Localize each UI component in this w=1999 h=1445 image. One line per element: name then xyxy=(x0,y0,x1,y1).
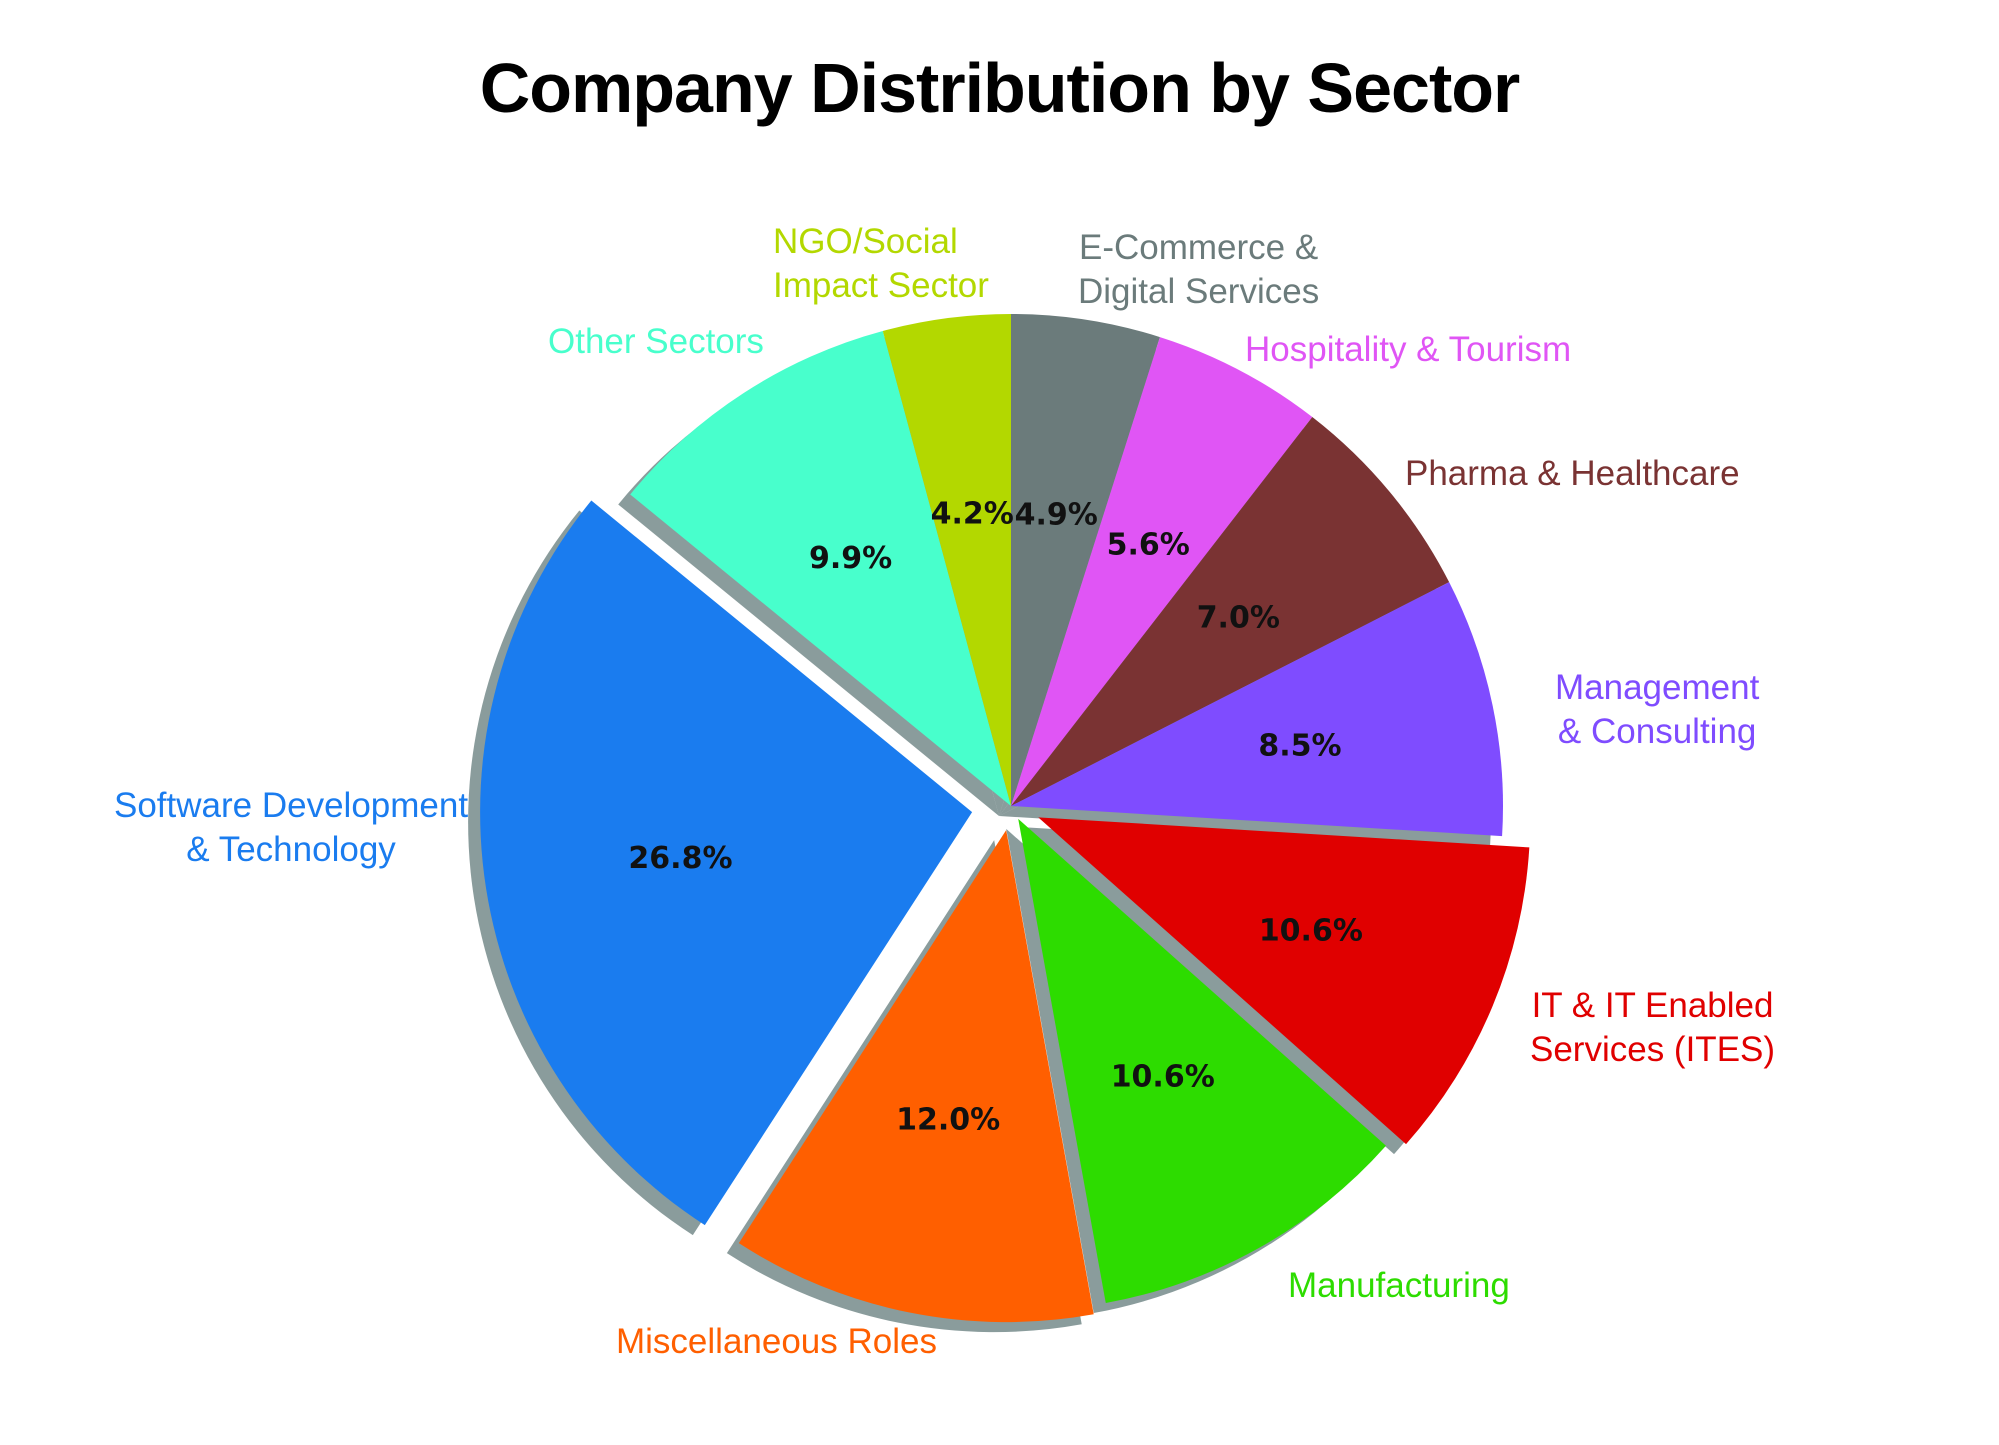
label-pharma: Pharma & Healthcare xyxy=(1405,454,1740,493)
percent-label: 10.6% xyxy=(1259,914,1363,949)
label-manufacturing: Manufacturing xyxy=(1288,1266,1510,1305)
pie-slice xyxy=(480,500,973,1226)
percent-label: 9.9% xyxy=(809,541,892,576)
label-ites: IT & IT Enabled Services (ITES) xyxy=(1530,986,1776,1069)
pie-slice xyxy=(1011,337,1313,806)
percent-label: 8.5% xyxy=(1258,729,1341,764)
percent-label: 26.8% xyxy=(628,841,732,876)
percent-labels: 4.9% 5.6% 7.0% 8.5% 10.6% 10.6% 12.0% 26.8% 9.9%… xyxy=(628,496,1362,1137)
label-ngo: NGO/Social Impact Sector xyxy=(773,222,989,305)
pie-slices xyxy=(480,314,1530,1323)
label-ecommerce: E-Commerce & Digital Services xyxy=(1078,228,1320,311)
pie-slice xyxy=(1011,417,1450,806)
label-software: Software Development & Technology xyxy=(114,786,469,869)
percent-label: 5.6% xyxy=(1107,528,1190,563)
pie-slice xyxy=(1018,818,1386,1304)
label-other: Other Sectors xyxy=(548,322,764,361)
percent-label: 4.2% xyxy=(931,496,1014,531)
label-misc: Miscellaneous Roles xyxy=(616,1322,937,1361)
pie-slice xyxy=(738,830,1094,1323)
pie-slice xyxy=(882,314,1011,806)
chart-title: Company Distribution by Sector xyxy=(479,49,1521,127)
pie-slice xyxy=(1011,314,1160,806)
percent-label: 10.6% xyxy=(1111,1059,1215,1094)
percent-label: 12.0% xyxy=(896,1103,1000,1138)
pie-slice xyxy=(1038,817,1530,1145)
pie-slice xyxy=(630,330,1011,806)
pie-slice xyxy=(1011,582,1503,837)
label-management: Management & Consulting xyxy=(1555,668,1760,751)
label-hospitality: Hospitality & Tourism xyxy=(1245,330,1572,369)
percent-label: 7.0% xyxy=(1197,601,1280,636)
percent-label: 4.9% xyxy=(1015,497,1098,532)
